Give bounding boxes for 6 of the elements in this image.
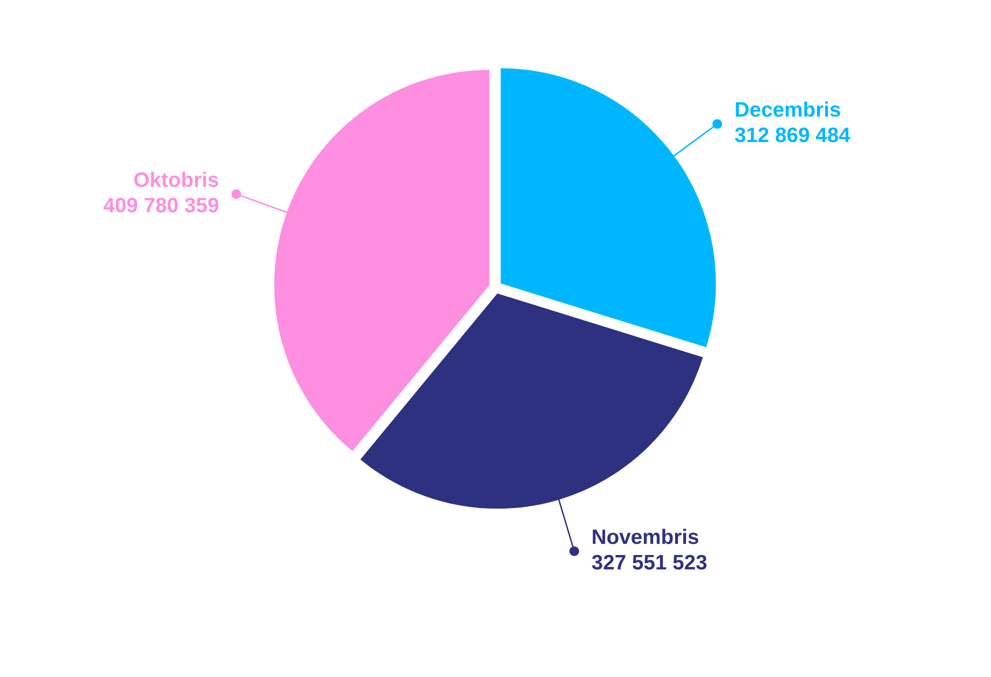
slice-label: Oktobris: [134, 172, 218, 188]
data-label: 312 869 484: [734, 128, 850, 142]
slice-label: Decembris: [736, 102, 840, 117]
data-label: 327 551 523: [592, 554, 707, 570]
slice-label: Novembris: [592, 528, 698, 544]
data-label: 409 780 359: [104, 198, 218, 213]
